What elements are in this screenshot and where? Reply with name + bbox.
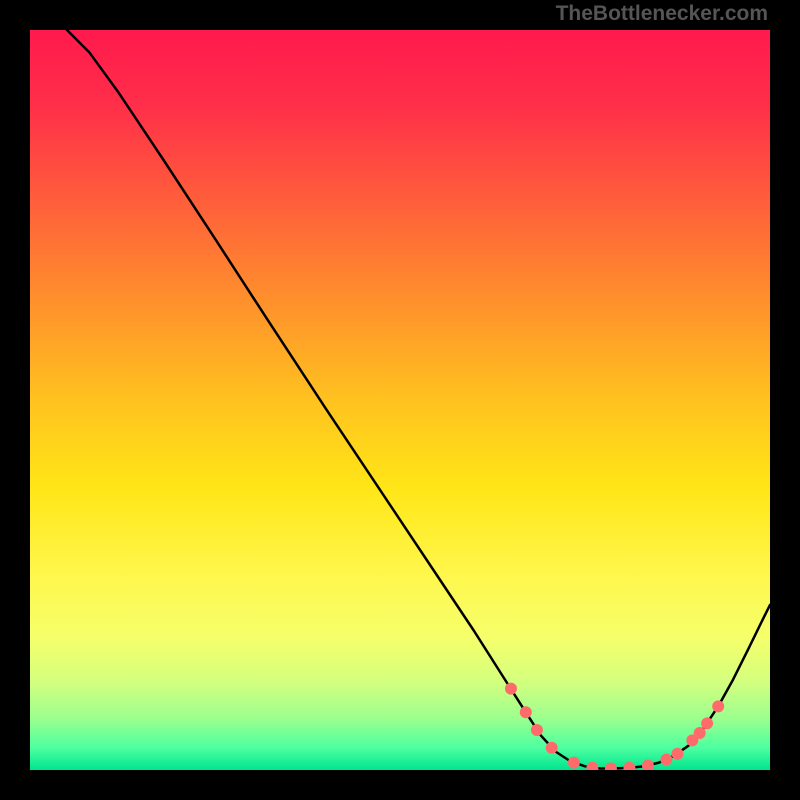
chart-container: TheBottlenecker.com [0,0,800,800]
curve-marker [520,707,531,718]
bottleneck-curve [67,30,770,769]
curve-layer [30,30,770,770]
curve-marker [605,763,616,770]
curve-markers [506,683,724,770]
curve-marker [702,718,713,729]
curve-marker [506,683,517,694]
curve-marker [694,728,705,739]
curve-marker [531,725,542,736]
curve-marker [587,762,598,770]
curve-marker [672,748,683,759]
plot-area [30,30,770,770]
curve-marker [642,760,653,770]
curve-marker [661,754,672,765]
curve-marker [546,742,557,753]
curve-marker [568,757,579,768]
curve-marker [624,762,635,770]
curve-marker [713,701,724,712]
watermark-text: TheBottlenecker.com [556,2,768,26]
